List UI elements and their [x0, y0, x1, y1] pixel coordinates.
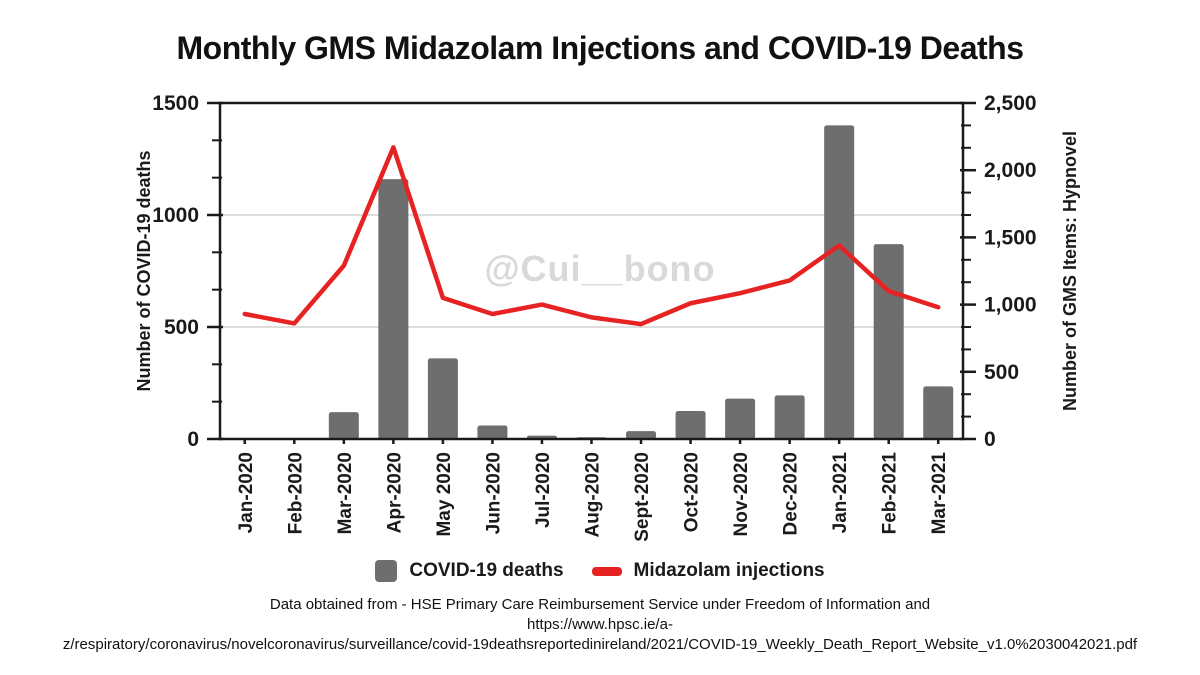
right-tick-label-2,500: 2,500: [984, 92, 1037, 115]
x-axis-label-Jan-2020: Jan-2020: [236, 452, 257, 533]
legend-item-midazolam: Midazolam injections: [591, 560, 825, 582]
legend: COVID-19 deaths Midazolam injections: [0, 560, 1200, 582]
right-tick-label-2,000: 2,000: [984, 159, 1037, 182]
right-tick-label-500: 500: [984, 361, 1019, 384]
watermark: @Cui__bono: [484, 248, 715, 289]
x-axis-label-Mar-2021: Mar-2021: [929, 452, 950, 535]
bar-Sept-2020: [626, 431, 657, 439]
left-tick-label-1000: 1000: [152, 204, 199, 227]
legend-label-midazolam: Midazolam injections: [633, 560, 825, 581]
source-note: Data obtained from - HSE Primary Care Re…: [0, 595, 1200, 655]
midazolam-injections-line: [242, 145, 941, 327]
left-tick-label-0: 0: [187, 428, 199, 451]
x-axis-label-Mar-2020: Mar-2020: [335, 452, 356, 534]
red-dash-icon: [591, 566, 622, 576]
right-tick-label-0: 0: [984, 428, 996, 451]
left-tick-label-1500: 1500: [152, 92, 199, 115]
x-axis-label-Oct-2020: Oct-2020: [682, 452, 703, 532]
gray-square-icon: [375, 560, 398, 582]
bar-May 2020: [427, 358, 458, 439]
x-axis-label-Sept-2020: Sept-2020: [632, 452, 653, 542]
x-axis-label-Nov-2020: Nov-2020: [731, 452, 752, 537]
bar-Nov-2020: [725, 398, 756, 439]
x-axis-label-Jul-2020: Jul-2020: [533, 452, 554, 528]
bar-Feb-2021: [873, 244, 904, 439]
x-axis-label-Dec-2020: Dec-2020: [781, 452, 802, 535]
source-note-line-2: https://www.hpsc.ie/a-: [527, 616, 673, 633]
right-tick-label-1,000: 1,000: [984, 294, 1037, 317]
x-axis-label-Jan-2021: Jan-2021: [830, 452, 851, 534]
x-axis-label-Feb-2020: Feb-2020: [285, 452, 306, 534]
legend-item-covid-deaths: COVID-19 deaths: [375, 560, 564, 582]
bar-Mar-2021: [923, 386, 954, 439]
source-note-line-1: Data obtained from - HSE Primary Care Re…: [269, 596, 931, 613]
bar-Oct-2020: [675, 411, 706, 439]
x-axis-label-Aug-2020: Aug-2020: [583, 452, 604, 538]
x-axis-label-Jun-2020: Jun-2020: [483, 452, 504, 534]
x-axis-label-May 2020: May 2020: [434, 452, 455, 537]
legend-label-covid-deaths: COVID-19 deaths: [409, 560, 564, 581]
bar-Jan-2021: [824, 125, 855, 440]
x-axis-label-Feb-2021: Feb-2021: [880, 452, 901, 535]
left-tick-label-500: 500: [164, 316, 199, 339]
bar-Mar-2020: [328, 412, 359, 439]
right-axis-title: Number of GMS Items: Hypnovel: [1060, 131, 1080, 411]
right-tick-label-1,500: 1,500: [984, 226, 1037, 249]
left-axis-title: Number of COVID-19 deaths: [134, 150, 154, 391]
bar-Apr-2020: [378, 179, 409, 439]
bar-Dec-2020: [774, 395, 805, 439]
page-title: Monthly GMS Midazolam Injections and COV…: [176, 30, 1025, 66]
bar-Jun-2020: [477, 425, 508, 439]
x-axis-label-Apr-2020: Apr-2020: [384, 452, 405, 533]
source-note-line-3: z/respiratory/coronavirus/novelcoronavir…: [62, 636, 1138, 653]
